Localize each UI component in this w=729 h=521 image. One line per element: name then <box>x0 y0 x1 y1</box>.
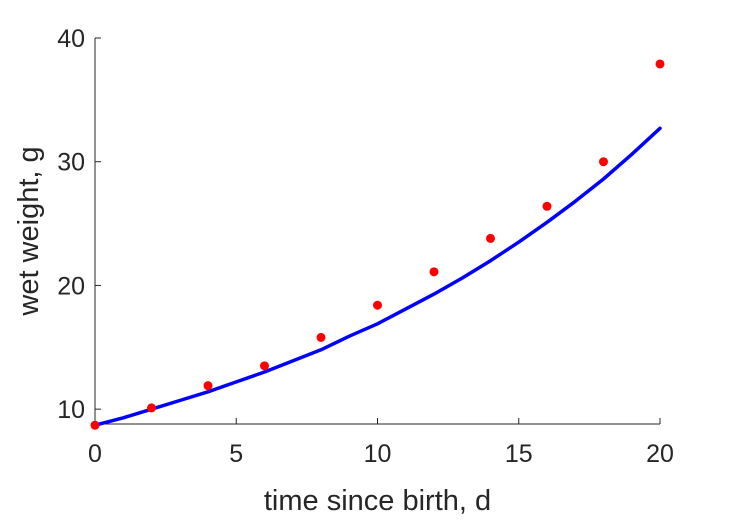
x-tick-label: 5 <box>229 440 243 468</box>
series-layer <box>90 59 665 430</box>
axes: 0 5 10 15 20 10 20 30 40 <box>57 25 674 468</box>
data-point <box>90 420 100 430</box>
data-point <box>260 361 269 371</box>
data-point <box>373 300 382 310</box>
y-ticks: 10 20 30 40 <box>57 25 101 424</box>
x-tick-label: 15 <box>505 440 533 468</box>
data-point <box>655 59 665 69</box>
data-point <box>203 381 213 391</box>
data-point <box>147 403 156 413</box>
x-tick-label: 0 <box>88 440 102 468</box>
data-point <box>429 267 439 277</box>
x-ticks: 0 5 10 15 20 <box>88 418 674 468</box>
y-tick-label: 20 <box>57 272 85 300</box>
y-axis-label: wet weight, g <box>13 146 45 316</box>
data-point <box>599 157 608 167</box>
fit-curve <box>93 126 662 427</box>
data-point <box>542 201 552 211</box>
x-axis-label: time since birth, d <box>264 485 491 517</box>
x-tick-label: 10 <box>364 440 392 468</box>
y-tick-label: 40 <box>57 25 85 53</box>
x-tick-label: 20 <box>646 440 674 468</box>
y-tick-label: 10 <box>57 396 85 424</box>
data-point <box>486 233 495 243</box>
y-tick-label: 30 <box>57 149 85 177</box>
data-point <box>316 332 326 342</box>
